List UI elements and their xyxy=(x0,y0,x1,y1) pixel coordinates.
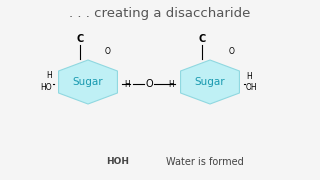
Text: Water is formed: Water is formed xyxy=(166,157,244,167)
Text: H: H xyxy=(168,80,174,89)
Text: H: H xyxy=(46,71,52,80)
Text: H: H xyxy=(246,71,252,80)
Text: Sugar: Sugar xyxy=(195,77,225,87)
Text: C: C xyxy=(198,34,206,44)
Text: C: C xyxy=(76,34,84,44)
Polygon shape xyxy=(180,60,239,104)
Text: O: O xyxy=(145,79,153,89)
Text: H: H xyxy=(124,80,130,89)
Text: HOH: HOH xyxy=(107,158,130,166)
Text: O: O xyxy=(229,47,235,56)
Polygon shape xyxy=(59,60,117,104)
Text: O: O xyxy=(105,47,111,56)
Text: OH: OH xyxy=(246,82,258,91)
Text: . . . creating a disaccharide: . . . creating a disaccharide xyxy=(69,7,251,20)
Text: HO: HO xyxy=(40,82,52,91)
Text: Sugar: Sugar xyxy=(73,77,103,87)
